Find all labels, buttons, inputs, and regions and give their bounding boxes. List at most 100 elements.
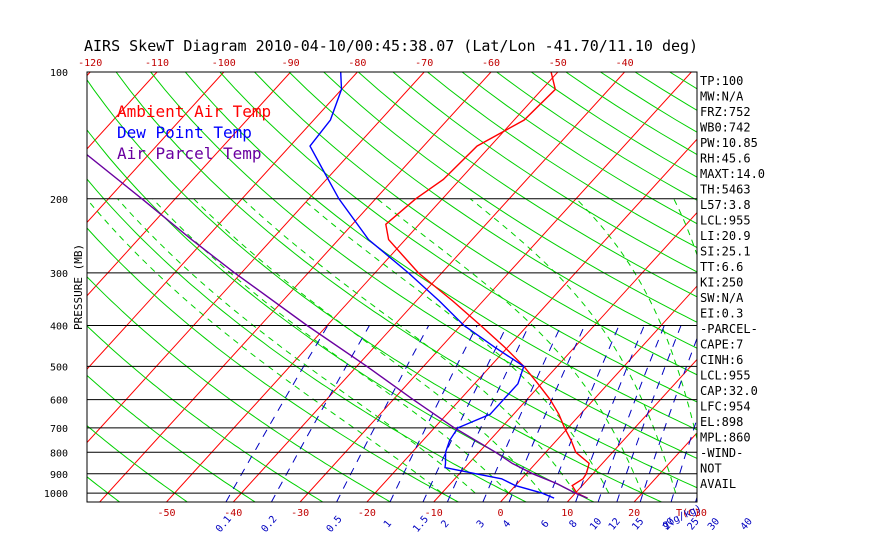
index-item: L57:3.8 (700, 198, 751, 212)
mixing-ratio-line (597, 325, 665, 502)
mixing-ratio-line (575, 325, 645, 502)
pressure-tick-label: 700 (50, 424, 68, 435)
isotherm-line (835, 72, 870, 502)
mixing-ratio-line (716, 326, 769, 503)
dry-adiabat-line (87, 276, 391, 502)
top-temp-tick-label: -100 (212, 58, 236, 69)
dry-adiabat-line (87, 325, 324, 502)
legend-item: Ambient Air Temp (117, 102, 271, 121)
isotherm-line (232, 72, 625, 502)
y-axis-label: PRESSURE (MB) (72, 244, 85, 330)
mixing-ratio-tick-label: 0.5 (325, 514, 345, 535)
top-temp-tick-label: -110 (145, 58, 169, 69)
isotherm-line (87, 72, 158, 150)
moist-adiabat-line (152, 198, 509, 494)
dry-adiabat-line (774, 72, 870, 502)
dry-adiabat-line (739, 72, 870, 502)
chart-title: AIRS SkewT Diagram 2010-04-10/00:45:38.0… (84, 37, 698, 55)
index-item: FRZ:752 (700, 105, 751, 119)
mixing-ratio-line (670, 417, 697, 502)
dry-adiabat-line (357, 72, 697, 298)
index-item: EI:0.3 (700, 307, 743, 321)
isotherm-line (87, 72, 225, 224)
mixing-ratio-tick-label: 40 (739, 516, 755, 532)
index-item: TH:5463 (700, 183, 751, 197)
bottom-temp-tick-label: -40 (224, 508, 242, 519)
index-item: TT:6.6 (700, 260, 743, 274)
dry-adiabat-line (115, 72, 697, 489)
index-item: RH:45.6 (700, 152, 751, 166)
dry-adiabat-line (150, 72, 697, 459)
mixing-ratio-line (446, 325, 530, 502)
bottom-temp-tick-label: 0 (497, 508, 503, 519)
dry-adiabat-line (87, 178, 527, 502)
sounding-curves (87, 72, 590, 499)
top-temp-tick-label: -70 (415, 58, 433, 69)
mixing-ratio-tick-label: 8 (568, 519, 580, 531)
pressure-tick-label: 200 (50, 195, 68, 206)
mixing-ratio-tick-label: 10 (588, 516, 604, 532)
legend-item: Air Parcel Temp (117, 144, 262, 163)
dry-adiabat-line (87, 374, 256, 502)
index-item: -PARCEL- (700, 322, 758, 336)
pressure-tick-label: 100 (50, 68, 68, 79)
dry-adiabat-line (87, 79, 662, 502)
index-item: LCL:955 (700, 369, 751, 383)
dry-adiabat-line (288, 72, 697, 349)
dry-adiabat-line (323, 72, 697, 323)
index-item: SI:25.1 (700, 245, 751, 259)
index-item: SW:N/A (700, 291, 744, 305)
isotherm-line (87, 72, 425, 444)
mixing-ratio-line (616, 325, 682, 502)
air-parcel-temp-line (87, 153, 588, 499)
bottom-temp-tick-label: 20 (628, 508, 640, 519)
dew-point-temp-line (309, 72, 555, 499)
index-item: PW:10.85 (700, 136, 758, 150)
pressure-tick-label: 800 (50, 448, 68, 459)
mixing-ratio-line (422, 325, 508, 502)
dry-adiabat-line (219, 72, 697, 403)
isobars (87, 198, 697, 494)
moist-adiabat-line (117, 198, 476, 494)
isotherm-line (166, 72, 559, 502)
mixing-ratio-line (695, 495, 697, 502)
dry-adiabat-line (427, 72, 697, 249)
index-item: AVAIL (700, 477, 736, 491)
index-item: CAP:32.0 (700, 384, 758, 398)
mixing-ratio-tick-label: 12 (607, 516, 623, 532)
pressure-tick-label: 400 (50, 322, 68, 333)
mixing-ratio-line (482, 325, 562, 502)
isotherm-line (366, 138, 697, 502)
mixing-ratio-line (389, 325, 478, 502)
pressure-tick-label: 300 (50, 269, 68, 280)
dry-adiabat-line (184, 72, 697, 431)
index-item: LCL:955 (700, 214, 751, 228)
index-item: LI:20.9 (700, 229, 751, 243)
moist-adiabat-line (576, 198, 697, 441)
mixing-ratio-tick-label: 1 (382, 519, 394, 531)
index-item: LFC:954 (700, 400, 751, 414)
mixing-ratio-tick-label: 3 (475, 519, 487, 531)
index-item: EL:898 (700, 415, 743, 429)
bottom-temp-tick-label: -10 (425, 508, 443, 519)
bottom-temp-tick-label: 30 (695, 508, 707, 519)
mixing-ratio-line (225, 325, 329, 502)
index-item: MPL:860 (700, 431, 751, 445)
index-item: KI:250 (700, 276, 743, 290)
index-item: MAXT:14.0 (700, 167, 765, 181)
top-temp-tick-label: -40 (616, 58, 634, 69)
top-temp-tick-label: -50 (549, 58, 567, 69)
pressure-tick-label: 600 (50, 396, 68, 407)
top-temp-tick-label: -120 (78, 58, 102, 69)
pressure-tick-label: 1000 (44, 489, 68, 500)
isotherm-line (768, 72, 870, 502)
isotherm-line (99, 72, 492, 502)
dry-adiabat-line (843, 72, 870, 502)
isotherm-line (566, 358, 697, 502)
index-item: MW:N/A (700, 90, 744, 104)
mixing-ratio-line (336, 325, 430, 502)
top-temp-tick-label: -90 (282, 58, 300, 69)
index-item: -WIND- (700, 446, 743, 460)
